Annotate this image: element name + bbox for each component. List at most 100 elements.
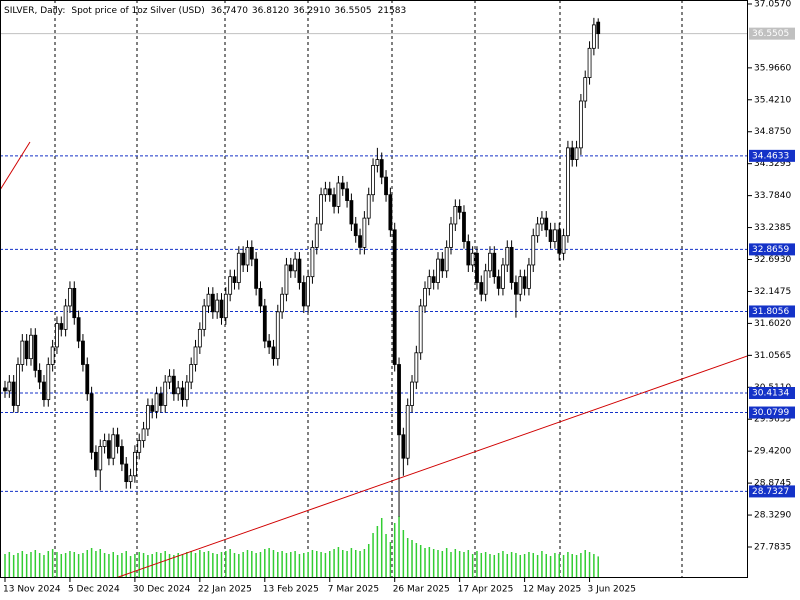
- candle-body: [37, 369, 42, 383]
- plot-border: [0, 0, 748, 578]
- candle-body: [262, 305, 267, 342]
- volume-bar: [541, 551, 543, 578]
- candle-body: [327, 188, 332, 196]
- candle-body: [171, 375, 176, 395]
- volume-bar: [437, 550, 439, 578]
- candle-body: [55, 323, 59, 348]
- volume-bar: [419, 545, 422, 578]
- candle-body: [505, 246, 510, 266]
- high-label: 36.8120: [252, 6, 289, 16]
- level-label: 30.0799: [752, 408, 789, 418]
- y-tick-label: 34.3295: [754, 159, 791, 169]
- volume-bar: [121, 553, 123, 578]
- candle-body: [427, 276, 432, 289]
- volume-bar: [251, 551, 253, 578]
- volume-bar: [99, 549, 102, 578]
- volume-bar: [17, 553, 19, 578]
- level-label-box: [749, 406, 795, 419]
- volume-bar: [316, 551, 318, 578]
- candle-body: [59, 323, 64, 330]
- volume-bar: [467, 550, 470, 578]
- candle-body: [89, 393, 94, 453]
- volume-bar: [454, 549, 457, 578]
- vertical-grid: [54, 0, 683, 578]
- candle-body: [332, 194, 336, 207]
- candle-body: [418, 305, 423, 354]
- candle-body: [124, 463, 129, 483]
- volume-bar: [216, 554, 218, 578]
- volume-bar: [450, 552, 452, 578]
- candle-body: [68, 287, 72, 307]
- candle-body: [85, 364, 90, 395]
- candle-body: [462, 211, 466, 242]
- candle-body: [76, 317, 81, 342]
- volume-bar: [220, 552, 223, 578]
- volume-bar: [264, 549, 266, 578]
- candle-body: [254, 258, 259, 289]
- volume-bar: [567, 552, 569, 578]
- candle-body: [414, 352, 419, 383]
- candle-body: [275, 311, 280, 360]
- volume-bar: [554, 553, 556, 578]
- candle-body: [479, 282, 484, 295]
- candle-body: [163, 381, 168, 406]
- candle-body: [319, 194, 323, 225]
- volume-bar: [138, 552, 140, 578]
- volume-bar: [532, 553, 535, 578]
- x-tick-label: 3 Jun 2025: [588, 585, 636, 595]
- volume-bar: [571, 554, 573, 578]
- candle-body: [107, 440, 111, 459]
- volume-bar: [441, 551, 444, 578]
- x-tick-label: 7 Mar 2025: [328, 585, 379, 595]
- volume-bar: [432, 549, 435, 578]
- volume-bar: [324, 553, 327, 578]
- candle-body: [397, 364, 401, 436]
- volume-bar: [168, 554, 171, 578]
- candle-body: [288, 264, 293, 272]
- volume-bar: [164, 551, 166, 578]
- candle-body: [284, 264, 289, 295]
- volume-bar: [354, 550, 357, 578]
- candle-body: [206, 293, 211, 307]
- x-tick-label: 13 Feb 2025: [263, 585, 319, 595]
- volume-bar: [303, 553, 305, 578]
- candle-body: [475, 252, 479, 283]
- volume-bar: [298, 554, 301, 578]
- volume-bar: [311, 550, 314, 578]
- candle-body: [245, 246, 250, 266]
- candle-body: [492, 252, 497, 278]
- y-tick-label: 33.7840: [754, 191, 791, 201]
- candle-body: [72, 287, 77, 319]
- price-label: 36.5505: [752, 29, 789, 39]
- candle-body: [518, 276, 523, 295]
- trendline: [0, 141, 31, 191]
- candle-body: [591, 24, 596, 49]
- volume-bar: [69, 551, 71, 578]
- volume-bar: [160, 553, 162, 578]
- volume-bar: [47, 551, 50, 578]
- y-tick-label: 37.0570: [754, 0, 791, 9]
- volume-bar: [372, 533, 374, 578]
- candle-body: [544, 217, 549, 231]
- candle-body: [111, 434, 116, 459]
- volume-bar: [277, 552, 279, 578]
- candle-body: [570, 147, 575, 160]
- level-label-box: [749, 387, 795, 400]
- candle-body: [583, 77, 588, 102]
- volume-bar: [562, 555, 565, 578]
- candle-body: [323, 188, 328, 196]
- open-label: 36.7470: [211, 6, 248, 16]
- volume-bar: [112, 552, 114, 578]
- candle-body: [470, 252, 475, 266]
- description: Spot price of 1oz Silver (USD): [71, 6, 204, 16]
- level-label: 31.8056: [752, 307, 789, 317]
- level-label: 28.7327: [752, 487, 789, 497]
- candle-body: [50, 346, 55, 365]
- candle-body: [535, 223, 540, 237]
- volume-bar: [242, 552, 244, 578]
- candle-body: [440, 258, 445, 272]
- candle-body: [98, 446, 103, 471]
- candle-body: [94, 451, 98, 471]
- candle-body: [353, 223, 358, 237]
- candle-body: [509, 246, 514, 283]
